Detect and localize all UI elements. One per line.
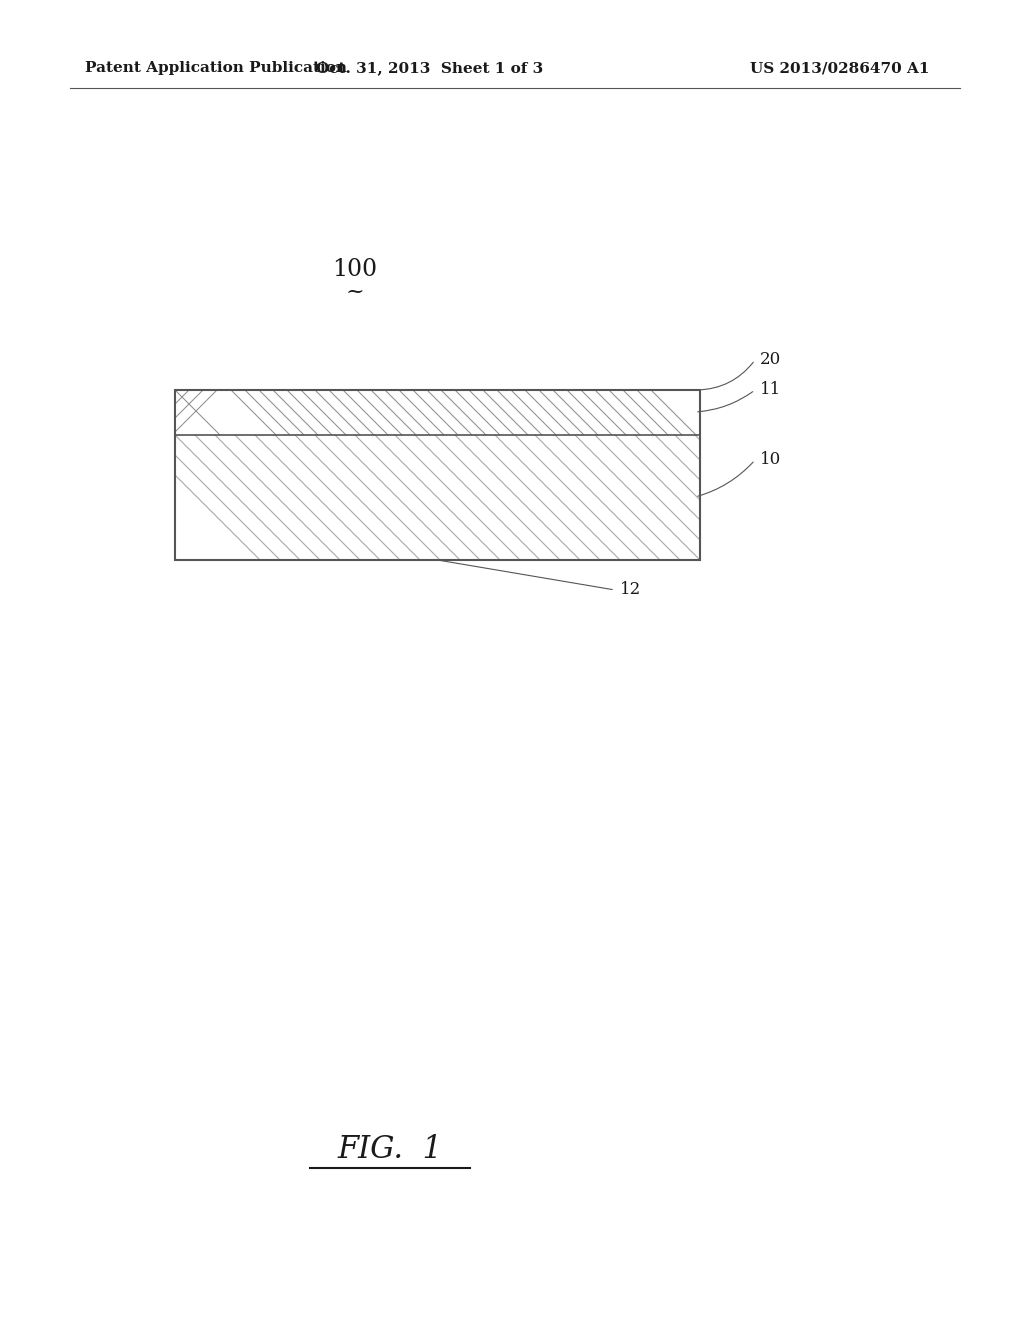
Text: ~: ~ [346, 281, 365, 304]
Text: 10: 10 [760, 451, 781, 469]
Text: 11: 11 [760, 381, 781, 399]
Text: Oct. 31, 2013  Sheet 1 of 3: Oct. 31, 2013 Sheet 1 of 3 [316, 61, 544, 75]
Text: 100: 100 [333, 259, 378, 281]
Text: 20: 20 [760, 351, 781, 368]
Text: 12: 12 [620, 582, 641, 598]
Text: US 2013/0286470 A1: US 2013/0286470 A1 [750, 61, 930, 75]
Bar [175, 389, 700, 560]
Text: Patent Application Publication: Patent Application Publication [85, 61, 347, 75]
Bar [175, 389, 700, 560]
Text: FIG.  1: FIG. 1 [338, 1134, 442, 1166]
